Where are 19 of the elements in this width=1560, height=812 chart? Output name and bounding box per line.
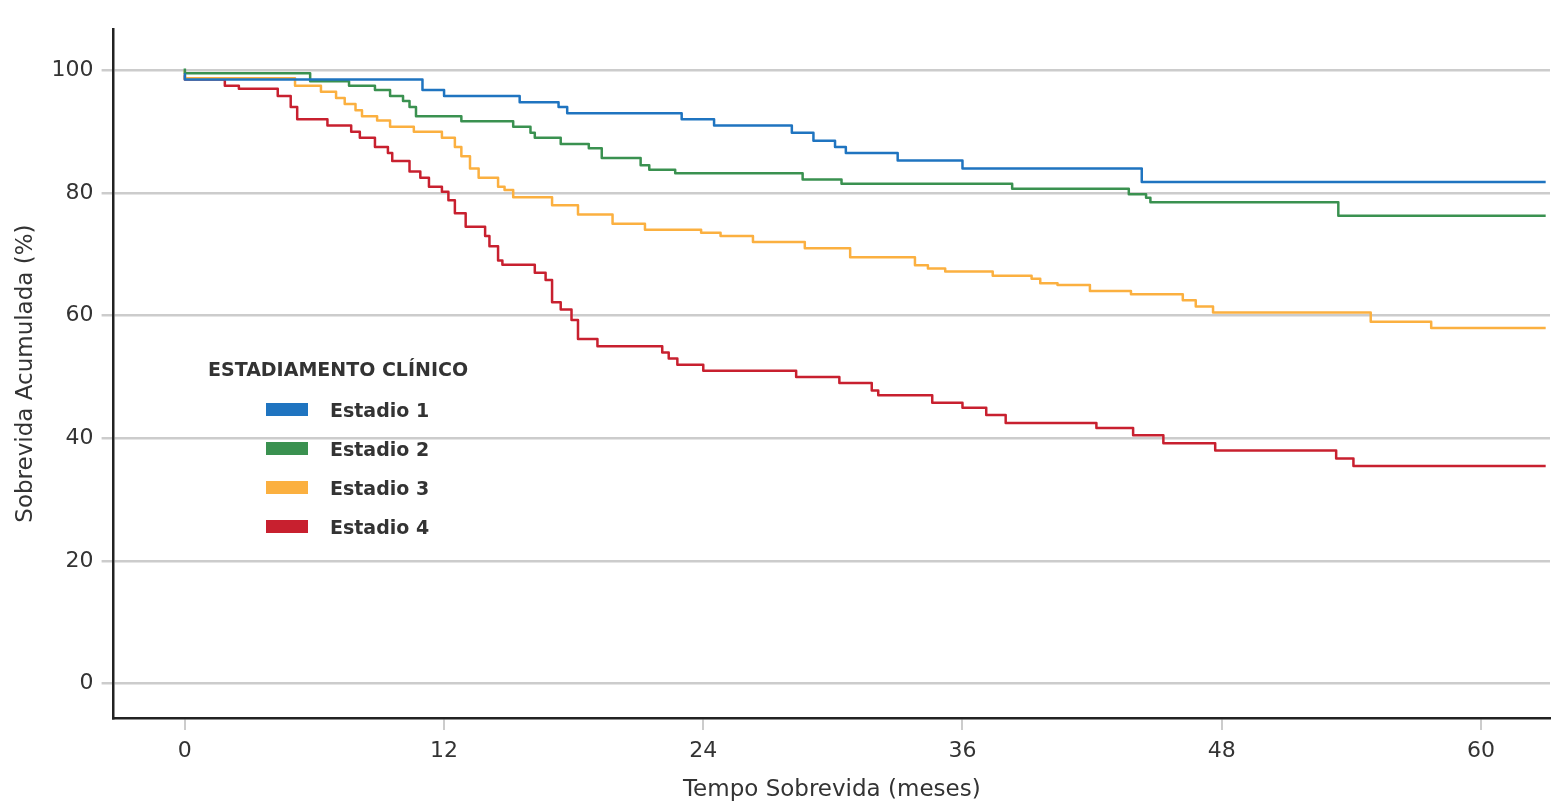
x-tick-label: 36 [948, 736, 977, 762]
y-tick-label: 0 [79, 669, 94, 695]
y-tick-label: 40 [65, 424, 94, 450]
legend-title: ESTADIAMENTO CLÍNICO [208, 358, 469, 380]
y-tick-label: 60 [65, 301, 94, 327]
x-axis-title: Tempo Sobrevida (meses) [681, 775, 981, 802]
x-tick-label: 12 [430, 736, 459, 762]
x-tick-label: 0 [177, 736, 192, 762]
y-tick-label: 20 [65, 546, 94, 572]
y-tick-label: 100 [51, 56, 94, 82]
x-tick-label: 48 [1207, 736, 1236, 762]
y-axis-title: Sobrevida Acumulada (%) [10, 224, 37, 523]
legend-label: Estadio 2 [330, 437, 430, 460]
x-tick-label: 24 [689, 736, 718, 762]
legend-label: Estadio 1 [330, 398, 430, 421]
y-tick-label: 80 [65, 178, 94, 204]
x-tick-label: 60 [1466, 736, 1495, 762]
legend-label: Estadio 4 [330, 515, 430, 538]
legend-label: Estadio 3 [330, 476, 430, 499]
